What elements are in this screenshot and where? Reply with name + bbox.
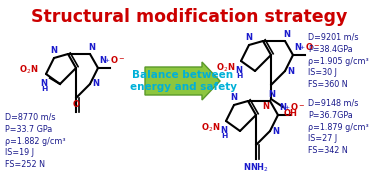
Text: O$_2$N: O$_2$N xyxy=(215,62,235,74)
Text: N: N xyxy=(40,79,48,88)
Text: O$_2$N: O$_2$N xyxy=(201,122,220,134)
Text: Structural modification strategy: Structural modification strategy xyxy=(31,8,347,26)
Text: N: N xyxy=(294,43,301,52)
Text: N: N xyxy=(279,103,286,112)
Text: O: O xyxy=(73,100,79,109)
Text: N: N xyxy=(272,127,279,136)
Text: +: + xyxy=(299,45,304,50)
Text: H: H xyxy=(41,86,47,92)
Text: N: N xyxy=(245,33,253,42)
Text: N: N xyxy=(287,66,294,75)
Text: N: N xyxy=(268,90,276,99)
Text: N: N xyxy=(262,102,269,111)
Text: H: H xyxy=(236,73,242,79)
Text: +: + xyxy=(284,105,289,110)
Text: N: N xyxy=(284,30,291,39)
Text: N: N xyxy=(51,46,57,55)
Text: +: + xyxy=(104,58,109,63)
Text: D=9201 m/s
P=38.4GPa
ρ=1.905 g/cm³
IS=30 J
FS=360 N: D=9201 m/s P=38.4GPa ρ=1.905 g/cm³ IS=30… xyxy=(308,33,369,89)
Text: N: N xyxy=(88,43,96,52)
Text: O: O xyxy=(291,103,298,112)
Text: N: N xyxy=(231,93,237,102)
Text: O: O xyxy=(306,43,313,52)
Text: −: − xyxy=(298,103,304,109)
Text: H: H xyxy=(221,133,227,139)
Text: D=8770 m/s
P=33.7 GPa
ρ=1.882 g/cm³
IS=19 J
FS=252 N: D=8770 m/s P=33.7 GPa ρ=1.882 g/cm³ IS=1… xyxy=(5,113,66,169)
Text: N: N xyxy=(92,79,99,89)
Text: N: N xyxy=(220,126,228,135)
Text: NNH$_2$: NNH$_2$ xyxy=(243,162,269,174)
Text: N: N xyxy=(235,66,243,75)
Text: O: O xyxy=(111,56,118,65)
Text: N: N xyxy=(99,56,106,65)
Text: D=9148 m/s
P=36.7GPa
ρ=1.879 g/cm³
IS=27 J
FS=342 N: D=9148 m/s P=36.7GPa ρ=1.879 g/cm³ IS=27… xyxy=(308,99,369,155)
FancyArrow shape xyxy=(145,62,220,100)
Text: Balance between
energy and safety: Balance between energy and safety xyxy=(130,70,237,92)
Text: −: − xyxy=(118,56,124,62)
Text: OH: OH xyxy=(284,109,298,118)
Text: O$_2$N: O$_2$N xyxy=(19,64,38,76)
Text: −: − xyxy=(313,43,319,49)
